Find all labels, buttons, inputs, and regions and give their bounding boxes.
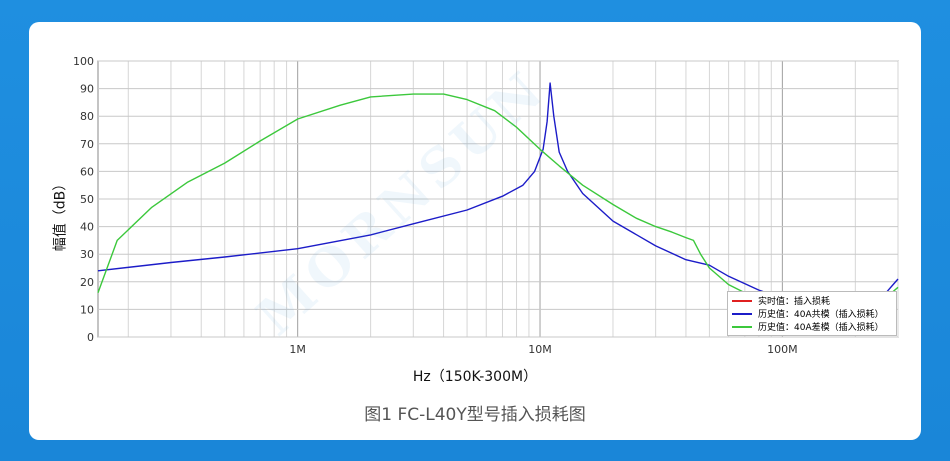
x-tick-label: 1M xyxy=(289,343,306,356)
y-tick-label: 80 xyxy=(80,110,94,123)
y-tick-label: 100 xyxy=(73,55,94,68)
x-tick-label: 100M xyxy=(767,343,798,356)
legend-swatch-diff xyxy=(732,325,752,328)
figure-caption: 图1 FC-L40Y型号插入损耗图 xyxy=(364,405,586,425)
y-tick-label: 60 xyxy=(80,165,94,178)
y-tick-label: 0 xyxy=(87,331,94,344)
y-tick-label: 50 xyxy=(80,193,94,206)
legend-item-diff: 历史值：40A差模（插入损耗） xyxy=(732,320,892,333)
x-tick-label: 10M xyxy=(528,343,552,356)
y-axis-label-text: 幅值（dB） xyxy=(52,176,68,252)
legend-label-diff: 历史值：40A差模（插入损耗） xyxy=(758,323,884,333)
legend-item-common: 历史值：40A共模（插入损耗） xyxy=(732,307,892,320)
y-axis-label: 幅值（dB） xyxy=(37,159,81,269)
legend-swatch-realtime xyxy=(732,299,752,302)
y-tick-label: 30 xyxy=(80,248,94,261)
y-tick-label: 20 xyxy=(80,276,94,289)
y-tick-label: 40 xyxy=(80,221,94,234)
legend-label-realtime: 实时值：插入损耗 xyxy=(758,297,831,307)
y-tick-label: 90 xyxy=(80,83,94,96)
legend-item-realtime: 实时值：插入损耗 xyxy=(732,294,892,307)
insertion-loss-chart: 0 10 20 30 40 50 60 70 80 90 100 1M 10M 100M xyxy=(73,55,899,356)
legend: 实时值：插入损耗 历史值：40A共模（插入损耗） 历史值：40A差模（插入损耗） xyxy=(727,291,897,336)
chart-card: 0 10 20 30 40 50 60 70 80 90 100 1M 10M 100M MORNSUN … xyxy=(29,22,921,440)
x-axis-label: Hz（150K-300M） xyxy=(412,369,538,385)
y-tick-label: 70 xyxy=(80,138,94,151)
legend-label-common: 历史值：40A共模（插入损耗） xyxy=(758,310,884,320)
legend-swatch-common xyxy=(732,312,752,315)
y-tick-label: 10 xyxy=(80,303,94,316)
